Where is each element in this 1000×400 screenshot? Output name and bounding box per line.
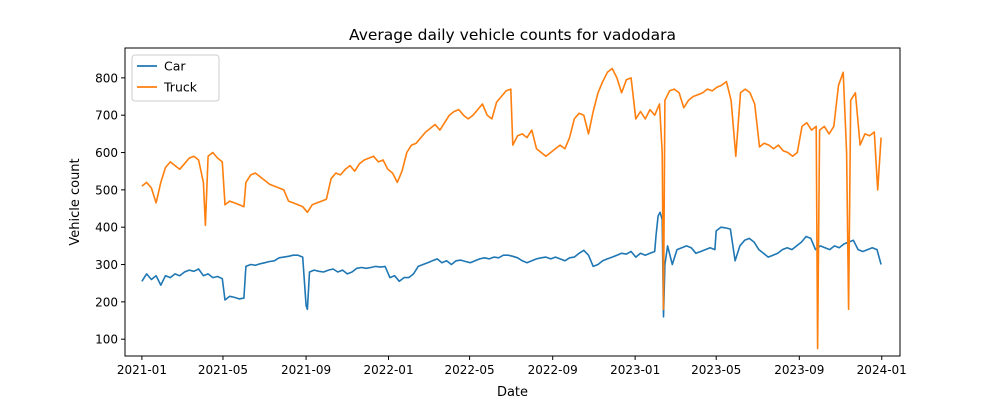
y-axis: 100 200 300 400 500 600 700 800 (95, 71, 125, 347)
y-tick-label: 500 (95, 183, 118, 197)
x-tick-label: 2022-01 (363, 363, 413, 377)
x-tick-label: 2023-01 (610, 363, 660, 377)
series-line-truck (141, 67, 882, 350)
x-tick-label: 2022-09 (528, 363, 578, 377)
y-tick-label: 100 (95, 333, 118, 347)
x-tick-label: 2021-09 (281, 363, 331, 377)
plot-frame (124, 47, 901, 357)
chart-title: Average daily vehicle counts for vadodar… (349, 26, 676, 44)
series-layer (141, 67, 882, 350)
y-tick-label: 200 (95, 295, 118, 309)
x-axis: 2021-01 2021-05 2021-09 2022-01 2022-05 2022-… (117, 356, 907, 377)
x-tick-label: 2023-09 (774, 363, 824, 377)
y-tick-label: 400 (95, 221, 118, 235)
x-tick-label: 2024-01 (857, 363, 907, 377)
y-tick-label: 600 (95, 146, 118, 160)
plot-background (125, 48, 900, 356)
x-tick-label: 2023-05 (691, 363, 741, 377)
x-axis-label: Date (497, 385, 528, 400)
plot-area (124, 47, 901, 357)
legend-label-car: Car (164, 59, 186, 74)
y-tick-label: 300 (95, 258, 118, 272)
series-line-car (141, 211, 882, 318)
x-tick-label: 2021-01 (117, 363, 167, 377)
y-tick-label: 700 (95, 109, 118, 123)
x-tick-label: 2021-05 (198, 363, 248, 377)
y-tick-label: 800 (95, 71, 118, 85)
legend: Car Truck (131, 54, 220, 102)
legend-label-truck: Truck (163, 80, 198, 95)
x-tick-label: 2022-05 (445, 363, 495, 377)
y-axis-label: Vehicle count (68, 158, 83, 245)
